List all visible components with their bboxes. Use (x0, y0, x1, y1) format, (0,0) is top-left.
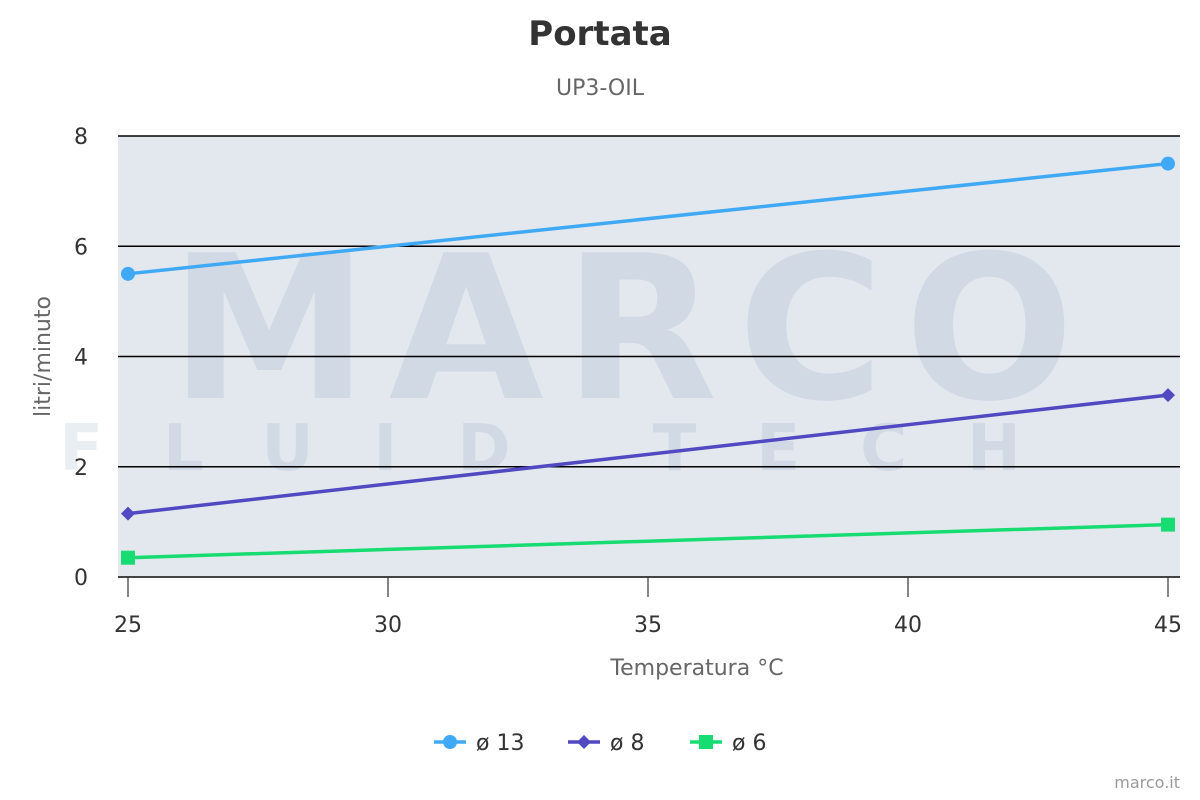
legend-label: ø 13 (476, 731, 524, 756)
legend-item-square[interactable]: ø 6 (690, 731, 766, 756)
series-diamond (121, 388, 1175, 521)
series-square (121, 517, 1175, 565)
y-tick-label: 8 (74, 125, 88, 150)
legend-symbol (443, 735, 457, 749)
series-circle (121, 156, 1175, 281)
legend-item-circle[interactable]: ø 13 (434, 731, 524, 756)
legend-label: ø 8 (610, 731, 644, 756)
y-axis: 0 2 4 6 8 (74, 125, 88, 591)
legend-item-diamond[interactable]: ø 8 (568, 731, 644, 756)
legend: ø 13 ø 8 ø 6 (434, 731, 766, 756)
legend-label: ø 6 (732, 731, 766, 756)
credits-link[interactable]: marco.it (1114, 773, 1180, 792)
y-tick-label: 6 (74, 235, 88, 260)
legend-symbol (699, 735, 713, 749)
y-axis-title: litri/minuto (31, 296, 56, 417)
x-tick-label: 45 (1154, 613, 1182, 638)
data-point (1161, 517, 1175, 532)
x-axis-title: Temperatura °C (609, 656, 783, 681)
data-point (1161, 156, 1175, 171)
x-tick-label: 35 (634, 613, 662, 638)
watermark-logo: MARCO FLUID TECH (59, 213, 1080, 486)
series-layer (121, 156, 1175, 565)
chart-subtitle: UP3-OIL (556, 76, 644, 101)
data-point (121, 506, 135, 521)
y-tick-label: 4 (74, 346, 88, 371)
chart-title: Portata (528, 14, 672, 54)
series-line (126, 393, 1170, 516)
y-tick-label: 0 (74, 566, 88, 591)
x-tick-label: 40 (894, 613, 922, 638)
watermark-text-sub: FLUID TECH (59, 412, 1080, 486)
x-axis: 25 30 35 40 45 (114, 576, 1182, 638)
data-point (121, 550, 135, 565)
x-tick-label: 25 (114, 613, 142, 638)
series-line (126, 522, 1170, 560)
data-point (1161, 388, 1175, 403)
legend-symbol (577, 735, 591, 749)
data-point (121, 266, 135, 281)
series-line (126, 161, 1170, 276)
y-tick-label: 2 (74, 456, 88, 481)
x-tick-label: 30 (374, 613, 402, 638)
